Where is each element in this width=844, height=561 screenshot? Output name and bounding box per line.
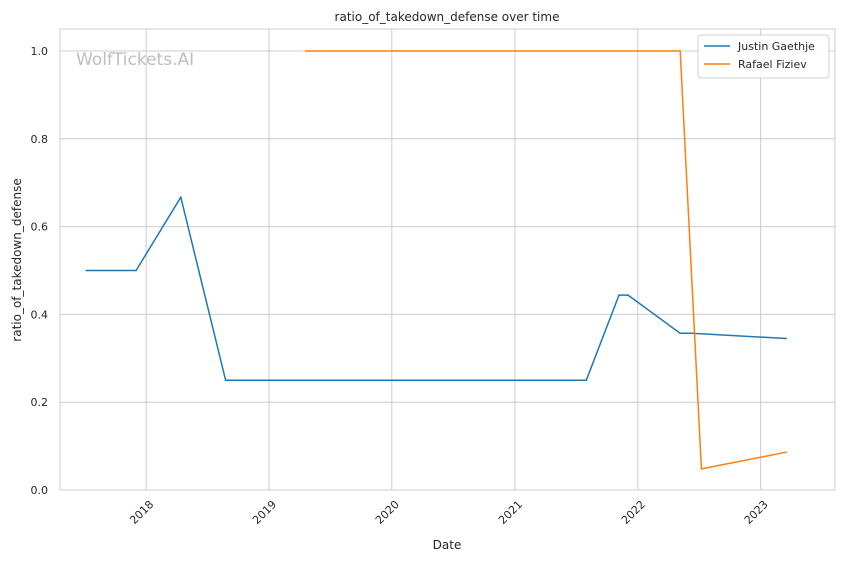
y-tick-label: 1.0 <box>31 45 49 58</box>
data-point <box>679 50 681 52</box>
series-line-1 <box>305 50 787 470</box>
plot-area <box>59 28 836 491</box>
x-axis-label: Date <box>433 538 462 552</box>
legend-label: Rafael Fiziev <box>738 58 807 71</box>
data-point <box>785 451 787 454</box>
data-point <box>585 379 588 382</box>
y-tick-label: 0.2 <box>31 396 49 409</box>
watermark-logo: WolfTickets.AI <box>76 50 194 70</box>
y-tick-label: 0.6 <box>31 221 49 234</box>
legend-label: Justin Gaethje <box>737 40 815 53</box>
y-tick-label: 0.8 <box>31 133 49 146</box>
legend-box <box>697 34 830 79</box>
data-point <box>700 468 703 470</box>
legend: Justin Gaethje Rafael Fiziev <box>697 34 830 79</box>
data-point <box>224 379 227 382</box>
data-point <box>785 337 787 340</box>
data-point <box>627 294 629 296</box>
data-point <box>304 50 307 52</box>
y-axis-label: ratio_of_takedown_defense <box>10 178 24 341</box>
series-line-0 <box>86 196 787 381</box>
y-tick-label: 0.0 <box>31 484 49 497</box>
series-lines <box>85 50 787 470</box>
data-point <box>85 269 87 272</box>
data-point <box>180 196 182 198</box>
data-point <box>618 294 620 296</box>
y-tick-label: 0.4 <box>31 308 49 321</box>
data-point <box>135 269 137 272</box>
chart-title: ratio_of_takedown_defense over time <box>335 10 560 24</box>
y-axis-ticks: 0.0 0.2 0.4 0.6 0.8 1.0 <box>31 45 49 497</box>
data-point <box>690 332 693 335</box>
data-point <box>679 332 681 335</box>
